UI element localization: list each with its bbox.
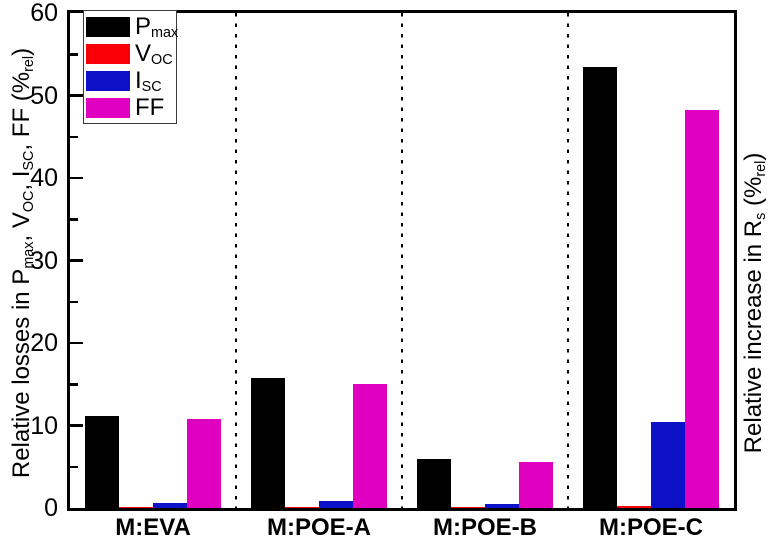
label-text: ) [8,47,35,56]
legend-label-main: V [135,39,152,67]
legend-swatch [86,97,130,118]
y-tick-label: 50 [30,81,58,110]
y-tick-label: 30 [30,246,58,275]
legend: Pmax VOC ISC FF [83,10,178,124]
category-separator-line [566,13,570,508]
legend-label-main: P [135,12,152,40]
bar-ISC-M:POE-C [651,422,685,508]
bar-Pmax-M:POE-B [417,458,451,508]
y-major-tick [70,259,83,262]
label-subscript: OC [20,190,37,213]
y-major-tick [70,424,83,427]
x-category-label: M:POE-A [267,514,371,541]
category-separator-line [234,13,238,508]
y-minor-tick [70,383,78,386]
y-major-tick [70,94,83,97]
legend-entry: FF [84,94,176,122]
y-minor-tick [70,135,78,138]
legend-swatch [86,70,130,91]
y-axis-label-right: Relative increase in Rs (%rel) [740,153,768,454]
y-minor-tick [70,465,78,468]
bar-ISC-M:EVA [153,503,187,508]
plot-frame [67,10,737,511]
legend-entry: ISC [84,67,176,95]
bar-FF-M:EVA [187,418,221,508]
label-text: (% [740,176,767,213]
legend-label-subscript: OC [151,52,173,69]
legend-swatch [86,16,130,37]
bar-Pmax-M:POE-A [251,377,285,508]
y-tick-label: 10 [30,411,58,440]
bar-VOC-M:EVA [119,507,153,508]
legend-label: VOC [135,40,173,68]
bar-Pmax-M:POE-C [583,66,617,508]
y-major-tick [70,341,83,345]
plot-area [70,13,734,508]
bar-FF-M:POE-C [685,110,719,508]
legend-swatch [86,43,130,64]
label-text: , V [8,212,35,242]
bar-VOC-M:POE-B [451,507,485,508]
legend-label: FF [135,94,164,122]
legend-label-main: FF [135,93,165,121]
category-separator-line [400,13,404,508]
legend-label: ISC [135,67,162,95]
x-category-label: M:EVA [115,514,191,541]
bar-VOC-M:POE-C [617,505,651,508]
y-minor-tick [70,218,78,221]
legend-label-main: I [135,66,142,94]
x-category-label: M:POE-C [599,514,703,541]
bar-VOC-M:POE-A [285,507,319,508]
label-subscript: rel [752,160,768,177]
x-category-label: M:POE-B [433,514,537,541]
y-minor-tick [70,300,78,303]
legend-entry: VOC [84,40,176,68]
label-subscript: rel [20,55,37,72]
legend-label-subscript: SC [141,79,162,96]
label-text: Relative increase in R [740,219,767,454]
y-tick-label: 60 [30,0,58,27]
y-tick-label: 20 [30,329,58,357]
y-minor-tick [70,53,78,56]
bar-FF-M:POE-A [353,384,387,508]
bar-ISC-M:POE-B [485,504,519,508]
bar-FF-M:POE-B [519,461,553,508]
label-subscript: s [752,212,768,220]
y-major-tick [70,176,83,180]
legend-label: Pmax [135,13,178,41]
y-tick-label: 0 [44,494,58,522]
label-text: Relative losses in P [8,268,35,479]
bar-ISC-M:POE-A [319,501,353,508]
legend-label-subscript: max [151,25,179,42]
bar-Pmax-M:EVA [85,416,119,508]
legend-entry: Pmax [84,13,178,41]
y-tick-label: 40 [30,164,58,192]
